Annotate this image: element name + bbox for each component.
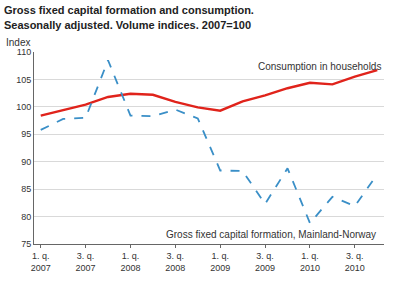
svg-text:1. q.2008: 1. q.2008: [120, 251, 140, 273]
svg-text:1. q.2009: 1. q.2009: [210, 251, 230, 273]
svg-text:3. q.2010: 3. q.2010: [345, 251, 365, 273]
svg-text:Gross fixed capital formation: Gross fixed capital formation and consum…: [4, 4, 254, 30]
svg-text:1. q.2007: 1. q.2007: [31, 251, 51, 273]
svg-text:110: 110: [17, 47, 31, 57]
svg-text:100: 100: [16, 102, 31, 112]
svg-text:Index: Index: [6, 37, 30, 48]
svg-text:95: 95: [21, 129, 31, 139]
svg-text:90: 90: [21, 157, 31, 167]
svg-text:Gross fixed capital formation,: Gross fixed capital formation, Mainland-…: [166, 229, 376, 240]
svg-text:1. q.2010: 1. q.2010: [300, 251, 320, 273]
svg-text:75: 75: [21, 239, 31, 249]
svg-text:80: 80: [21, 212, 31, 222]
svg-text:3. q.2007: 3. q.2007: [76, 251, 96, 273]
svg-text:3. q.2008: 3. q.2008: [165, 251, 185, 273]
svg-text:Consumption in households: Consumption in households: [258, 61, 381, 72]
svg-text:85: 85: [21, 184, 31, 194]
svg-text:105: 105: [16, 75, 31, 85]
svg-text:3. q.2009: 3. q.2009: [255, 251, 275, 273]
